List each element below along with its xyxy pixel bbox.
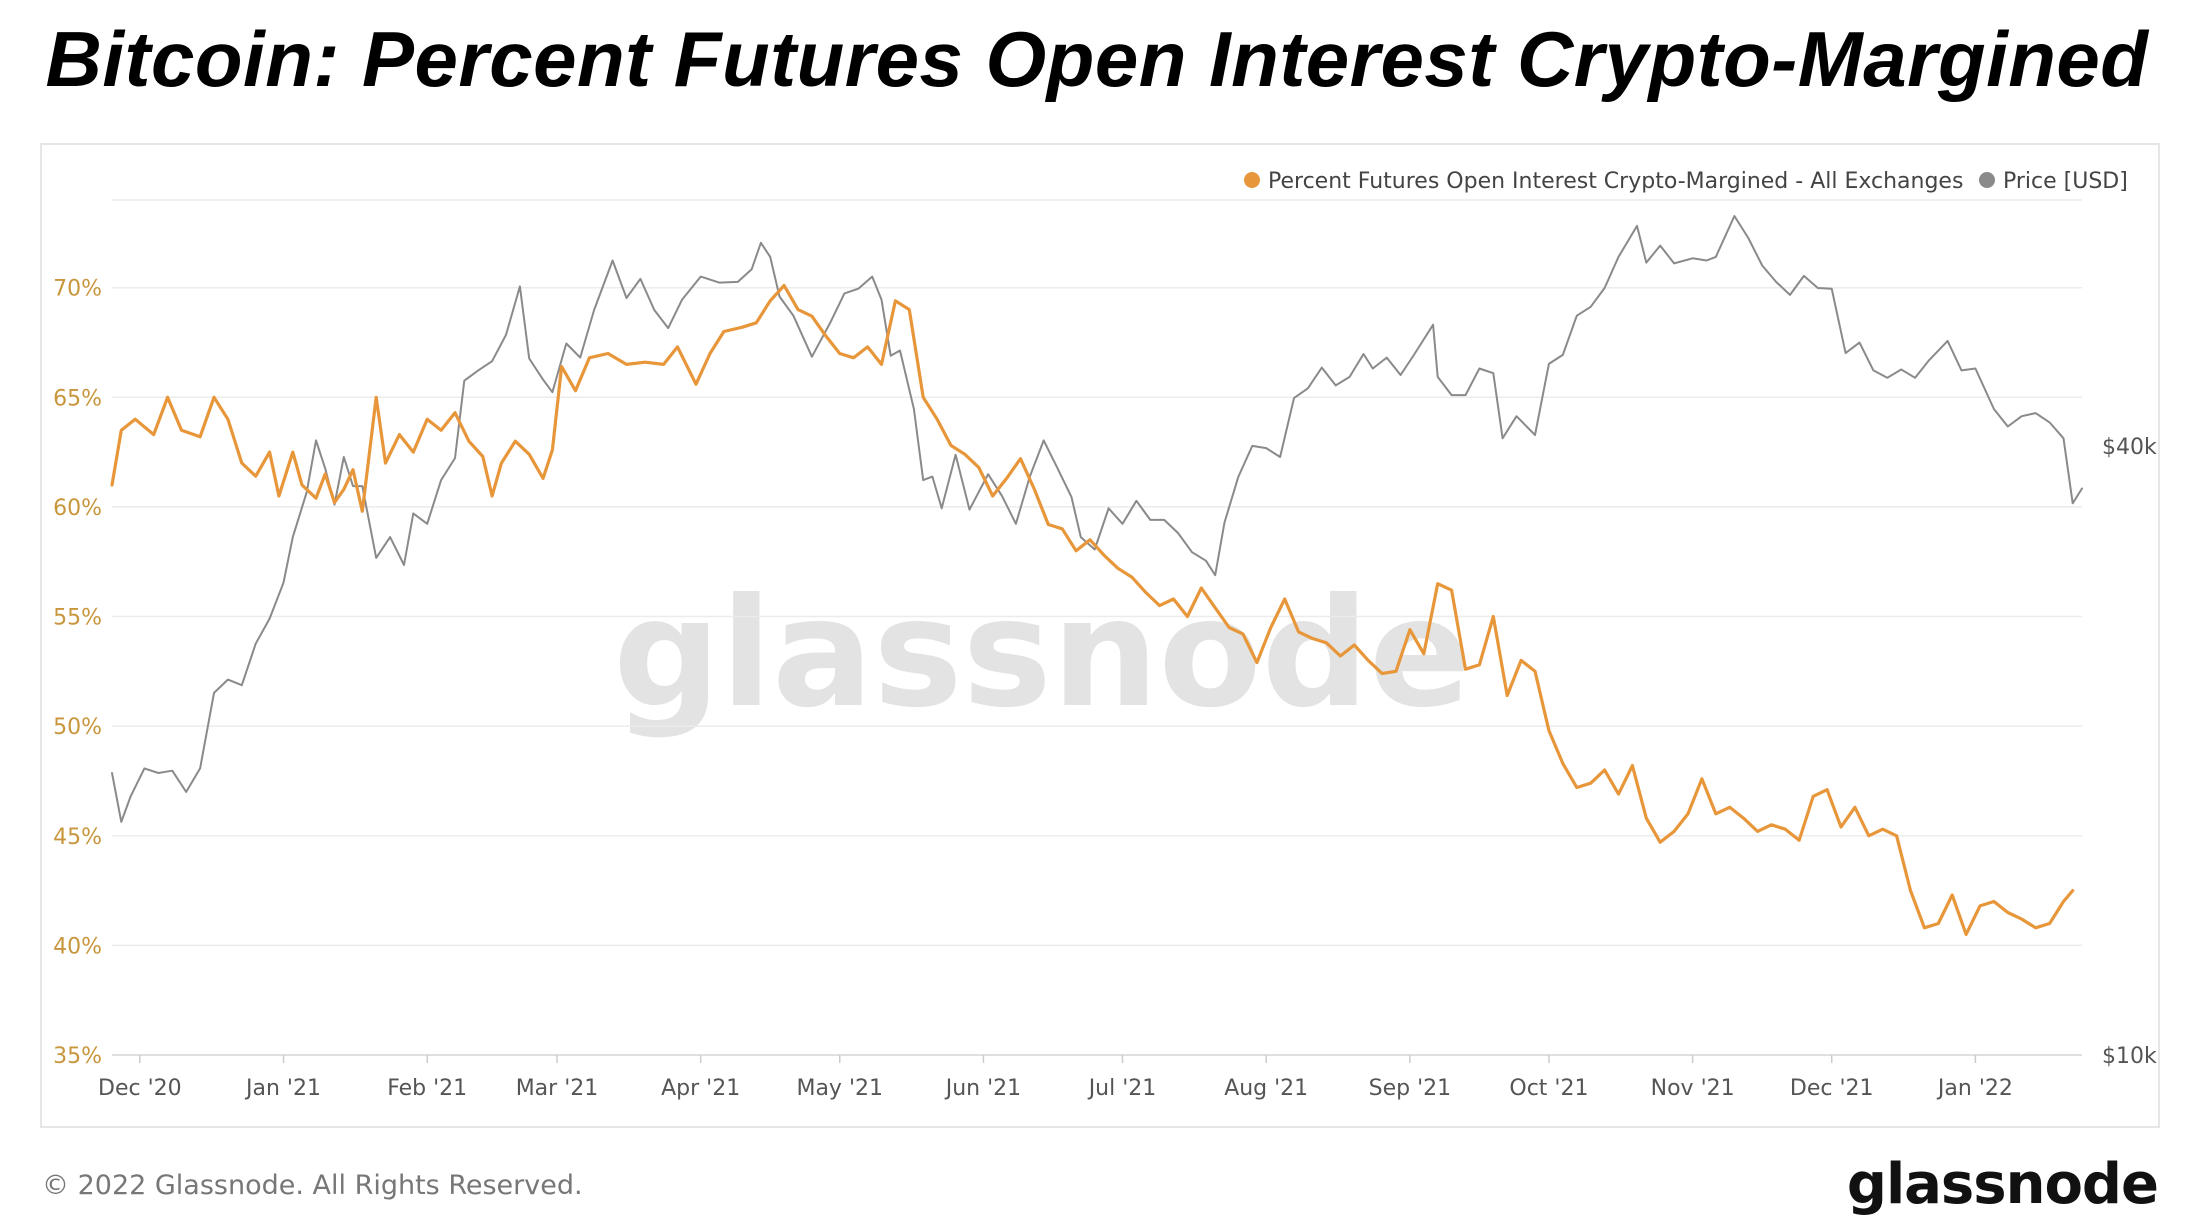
y-left-tick-label: 65% bbox=[53, 386, 102, 411]
copyright-text: © 2022 Glassnode. All Rights Reserved. bbox=[42, 1170, 583, 1201]
x-tick-label: Apr '21 bbox=[661, 1076, 740, 1101]
y-left-tick-label: 45% bbox=[53, 825, 102, 850]
y-right-tick-label: $40k bbox=[2102, 435, 2157, 460]
x-tick-label: Feb '21 bbox=[387, 1076, 467, 1101]
series-line-price bbox=[111, 215, 2083, 823]
y-axis-left: 35% 40% 45% 50% 55% 60% 65% 70% bbox=[53, 277, 102, 1069]
y-axis-right: $10k $40k bbox=[2102, 435, 2157, 1069]
legend-label-oi[interactable]: Percent Futures Open Interest Crypto-Mar… bbox=[1268, 169, 1963, 194]
series-group bbox=[110, 215, 2083, 936]
legend: Percent Futures Open Interest Crypto-Mar… bbox=[1244, 169, 2128, 194]
legend-label-price[interactable]: Price [USD] bbox=[2003, 169, 2128, 194]
y-left-tick-label: 40% bbox=[53, 934, 102, 959]
y-left-tick-label: 70% bbox=[53, 277, 102, 302]
x-tick-label: Sep '21 bbox=[1369, 1076, 1452, 1101]
x-axis: Dec '20 Jan '21 Feb '21 Mar '21 Apr '21 May '… bbox=[98, 1054, 2082, 1101]
y-left-tick-label: 60% bbox=[53, 496, 102, 521]
y-left-tick-label: 35% bbox=[53, 1044, 102, 1069]
legend-marker-price bbox=[1979, 172, 1995, 188]
x-tick-label: Aug '21 bbox=[1224, 1076, 1308, 1101]
x-tick-label: Jul '21 bbox=[1087, 1076, 1157, 1101]
watermark: glassnode bbox=[613, 567, 1471, 741]
x-tick-label: Dec '20 bbox=[98, 1076, 182, 1101]
series-line-oi-percent bbox=[110, 283, 2075, 936]
glassnode-logo: glassnode bbox=[1846, 1152, 2159, 1217]
y-left-tick-label: 55% bbox=[53, 606, 102, 631]
y-left-tick-label: 50% bbox=[53, 715, 102, 740]
x-tick-label: Jan '22 bbox=[1936, 1076, 2013, 1101]
x-tick-label: Nov '21 bbox=[1651, 1076, 1735, 1101]
watermark-text: glassnode bbox=[613, 567, 1471, 741]
page-title: Bitcoin: Percent Futures Open Interest C… bbox=[45, 15, 2149, 103]
legend-marker-oi bbox=[1244, 172, 1260, 188]
x-tick-label: Jan '21 bbox=[244, 1076, 321, 1101]
x-tick-label: May '21 bbox=[796, 1076, 883, 1101]
x-tick-label: Dec '21 bbox=[1790, 1076, 1874, 1101]
x-tick-label: Mar '21 bbox=[516, 1076, 599, 1101]
x-tick-label: Jun '21 bbox=[944, 1076, 1021, 1101]
y-right-tick-label: $10k bbox=[2102, 1044, 2157, 1069]
x-tick-label: Oct '21 bbox=[1509, 1076, 1588, 1101]
chart: glassnode 35%40%45%50%55%60%65%70% $10k$… bbox=[53, 169, 2157, 1101]
chart-frame: glassnode 35% 40% 45% 50% 55% 60% 65% 70% $10k $… bbox=[40, 143, 2160, 1128]
